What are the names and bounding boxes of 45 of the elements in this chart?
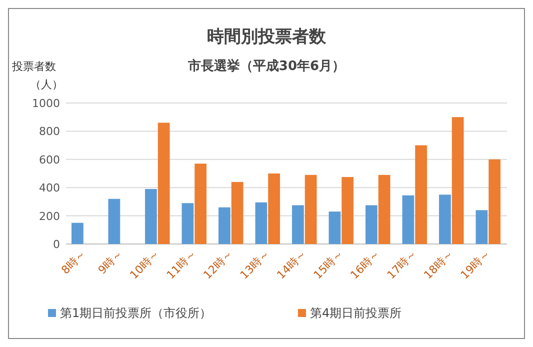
bar xyxy=(158,122,170,244)
bar xyxy=(72,222,84,244)
bar xyxy=(402,195,414,244)
bar xyxy=(328,212,341,244)
chart-title: 時間別投票者数 xyxy=(207,27,327,47)
bar xyxy=(488,159,500,244)
y-tick-label: 200 xyxy=(39,210,60,223)
bar xyxy=(366,205,378,244)
legend-label: 第4期日前投票所 xyxy=(310,306,402,320)
bar xyxy=(182,203,194,244)
x-tick-label: 11時～ xyxy=(164,247,199,282)
bar xyxy=(304,174,317,244)
bar xyxy=(292,205,304,244)
bar xyxy=(476,210,488,244)
x-tick-label: 18時～ xyxy=(421,247,456,282)
bar xyxy=(452,117,464,244)
y-tick-label: 1000 xyxy=(32,97,60,110)
x-tick-label: 12時～ xyxy=(200,247,236,282)
bar xyxy=(268,174,280,244)
y-axis-title: 投票者数（人） xyxy=(11,60,63,91)
x-tick-label: 8時～ xyxy=(58,247,89,277)
bar xyxy=(415,145,427,244)
y-tick-label: 600 xyxy=(39,153,60,166)
y-tick-label: 800 xyxy=(39,125,60,138)
x-tick-label: 19時～ xyxy=(458,247,493,282)
bar xyxy=(231,182,244,244)
x-tick-label: 10時～ xyxy=(127,247,162,282)
bar xyxy=(218,207,230,244)
bar xyxy=(108,198,120,244)
x-tick-label: 9時～ xyxy=(96,247,126,277)
y-tick-label: 400 xyxy=(39,182,60,195)
bar xyxy=(194,164,206,244)
x-tick-label: 15時～ xyxy=(311,247,346,282)
bar xyxy=(378,174,390,244)
legend-label: 第1期日前投票所（市役所） xyxy=(60,306,212,320)
chart-subtitle: 市長選挙（平成30年6月） xyxy=(186,58,346,74)
x-tick-label: 17時～ xyxy=(384,247,420,282)
x-tick-label: 13時～ xyxy=(238,247,272,282)
y-tick-label: 0 xyxy=(53,238,60,251)
bar xyxy=(342,177,354,244)
bar xyxy=(439,194,451,244)
x-tick-label: 14時～ xyxy=(274,247,310,282)
bar xyxy=(145,189,157,244)
bar xyxy=(255,202,268,244)
x-tick-label: 16時～ xyxy=(348,247,383,282)
